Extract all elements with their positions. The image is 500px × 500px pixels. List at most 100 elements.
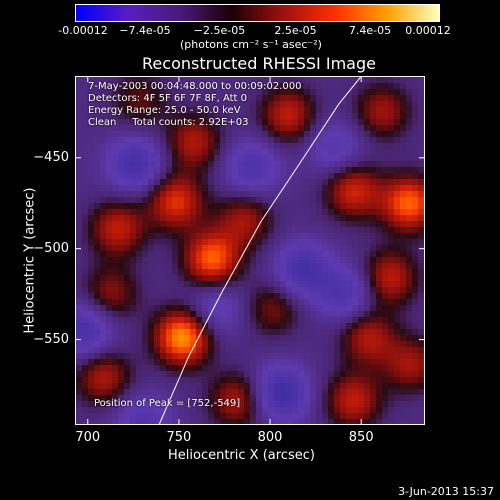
heatmap-cell (220, 341, 226, 347)
heatmap-cell (370, 101, 376, 107)
heatmap-cell (172, 323, 178, 329)
heatmap-cell (400, 215, 406, 221)
heatmap-cell (76, 221, 82, 227)
heatmap-cell (244, 371, 250, 377)
heatmap-cell (202, 407, 208, 413)
heatmap-cell (244, 311, 250, 317)
heatmap-cell (304, 365, 310, 371)
heatmap-cell (118, 329, 124, 335)
heatmap-cell (244, 287, 250, 293)
heatmap-cell (358, 155, 364, 161)
heatmap-cell (238, 317, 244, 323)
heatmap-cell (202, 215, 208, 221)
heatmap-cell (106, 101, 112, 107)
heatmap-cell (286, 305, 292, 311)
heatmap-cell (100, 179, 106, 185)
heatmap-cell (388, 77, 394, 83)
heatmap-cell (334, 311, 340, 317)
heatmap-cell (214, 293, 220, 299)
heatmap-cell (256, 107, 262, 113)
heatmap-cell (382, 359, 388, 365)
heatmap-cell (292, 239, 298, 245)
heatmap-cell (382, 125, 388, 131)
heatmap-cell (220, 83, 226, 89)
heatmap-cell (388, 179, 394, 185)
heatmap-cell (214, 365, 220, 371)
heatmap-cell (418, 95, 424, 101)
heatmap-cell (238, 125, 244, 131)
heatmap-cell (76, 131, 82, 137)
heatmap-cell (418, 299, 424, 305)
heatmap-cell (106, 281, 112, 287)
colorbar-tick-label: 2.5e-05 (274, 24, 317, 37)
heatmap-cell (226, 119, 232, 125)
heatmap-cell (382, 353, 388, 359)
heatmap-cell (286, 341, 292, 347)
heatmap-cell (160, 83, 166, 89)
heatmap-cell (268, 179, 274, 185)
heatmap-cell (76, 107, 82, 113)
heatmap-cell (340, 209, 346, 215)
heatmap-cell (334, 353, 340, 359)
heatmap-cell (154, 371, 160, 377)
heatmap-cell (358, 209, 364, 215)
heatmap-cell (142, 221, 148, 227)
heatmap-cell (82, 335, 88, 341)
heatmap-cell (322, 317, 328, 323)
heatmap-cell (136, 245, 142, 251)
heatmap-cell (178, 77, 184, 83)
heatmap-cell (304, 173, 310, 179)
heatmap-cell (262, 191, 268, 197)
heatmap-cell (76, 311, 82, 317)
heatmap-cell (304, 311, 310, 317)
heatmap-cell (220, 407, 226, 413)
heatmap-cell (112, 311, 118, 317)
heatmap-cell (88, 305, 94, 311)
heatmap-cell (388, 293, 394, 299)
heatmap-cell (322, 107, 328, 113)
heatmap-cell (148, 77, 154, 83)
heatmap-cell (334, 341, 340, 347)
heatmap-cell (286, 371, 292, 377)
heatmap-cell (268, 299, 274, 305)
heatmap-cell (400, 377, 406, 383)
heatmap-cell (292, 395, 298, 401)
heatmap-cell (310, 239, 316, 245)
heatmap-cell (178, 365, 184, 371)
heatmap-cell (346, 251, 352, 257)
heatmap-cell (154, 221, 160, 227)
heatmap-cell (346, 371, 352, 377)
heatmap-cell (400, 125, 406, 131)
heatmap-cell (334, 407, 340, 413)
heatmap-cell (280, 149, 286, 155)
heatmap-cell (88, 293, 94, 299)
heatmap-cell (118, 371, 124, 377)
heatmap-cell (238, 191, 244, 197)
heatmap-cell (196, 251, 202, 257)
heatmap-cell (268, 209, 274, 215)
heatmap-cell (208, 329, 214, 335)
heatmap-cell (208, 305, 214, 311)
heatmap-cell (262, 419, 268, 424)
annotation-peak-position: Position of Peak = [752,-549] (94, 398, 241, 409)
heatmap-cell (190, 335, 196, 341)
heatmap-cell (118, 221, 124, 227)
heatmap-cell (256, 137, 262, 143)
heatmap-cell (256, 311, 262, 317)
heatmap-cell (76, 407, 82, 413)
heatmap-cell (130, 257, 136, 263)
heatmap-cell (94, 257, 100, 263)
heatmap-cell (238, 119, 244, 125)
heatmap-cell (406, 83, 412, 89)
heatmap-cell (118, 161, 124, 167)
heatmap-cell (106, 155, 112, 161)
heatmap-cell (352, 275, 358, 281)
heatmap-cell (238, 239, 244, 245)
heatmap-cell (322, 167, 328, 173)
heatmap-cell (322, 257, 328, 263)
heatmap-cell (178, 83, 184, 89)
heatmap-cell (94, 353, 100, 359)
heatmap-cell (220, 203, 226, 209)
heatmap-cell (250, 275, 256, 281)
heatmap-cell (256, 377, 262, 383)
